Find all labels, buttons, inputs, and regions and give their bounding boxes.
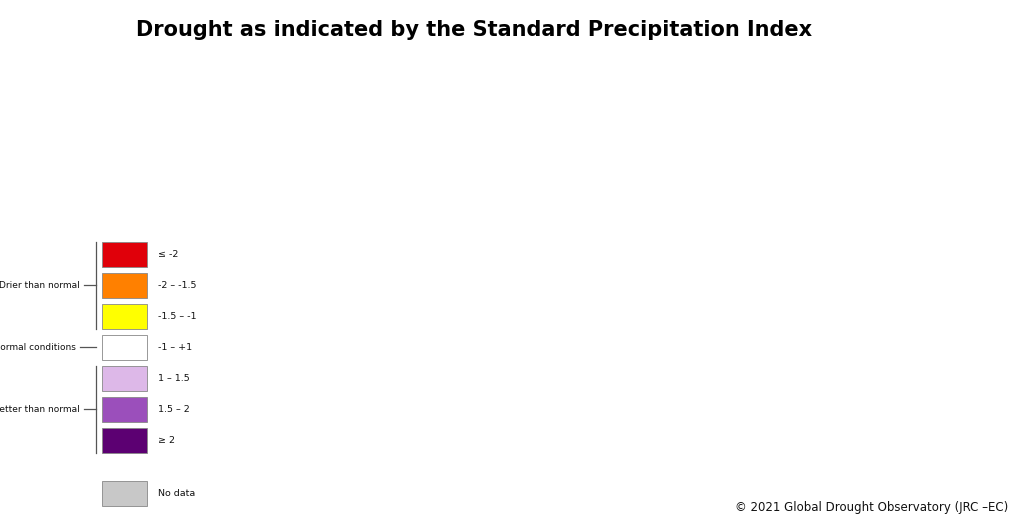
Text: -2 – -1.5: -2 – -1.5 [158,281,197,290]
Text: Near normal conditions: Near normal conditions [0,343,76,352]
Text: Drier than normal: Drier than normal [0,281,80,290]
Bar [102,366,147,391]
Text: 1.5 – 2: 1.5 – 2 [158,405,189,414]
Text: Drought as indicated by the Standard Precipitation Index: Drought as indicated by the Standard Pre… [135,20,812,40]
Bar [102,273,147,298]
Text: -1 – +1: -1 – +1 [158,343,191,352]
Bar [102,242,147,267]
Text: © 2021 Global Drought Observatory (JRC –EC): © 2021 Global Drought Observatory (JRC –… [735,501,1009,514]
Text: Wetter than normal: Wetter than normal [0,405,80,414]
Bar [102,481,147,506]
Text: -1.5 – -1: -1.5 – -1 [158,312,197,321]
Bar [102,335,147,360]
Bar [102,304,147,329]
Text: ≥ 2: ≥ 2 [158,436,175,445]
Bar [102,397,147,422]
Text: ≤ -2: ≤ -2 [158,250,178,259]
Text: 1 – 1.5: 1 – 1.5 [158,374,189,383]
Text: No data: No data [158,489,195,498]
Bar [102,428,147,453]
